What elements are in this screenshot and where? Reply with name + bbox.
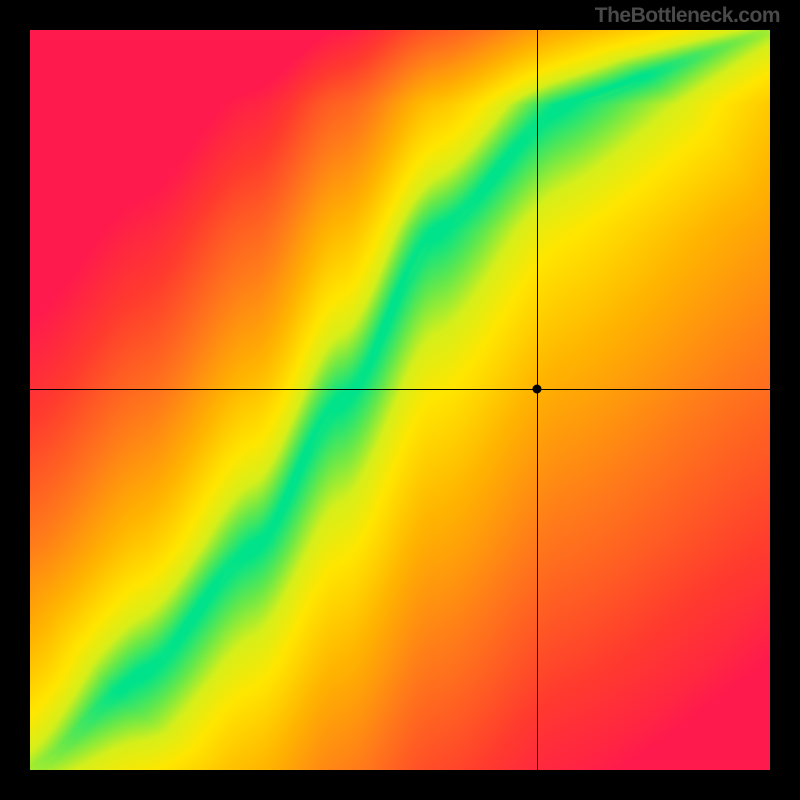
crosshair-marker (532, 384, 541, 393)
crosshair-vertical (537, 30, 538, 770)
heatmap-plot (30, 30, 770, 770)
crosshair-horizontal (30, 389, 770, 390)
watermark-text: TheBottleneck.com (595, 4, 780, 28)
heatmap-canvas (30, 30, 770, 770)
